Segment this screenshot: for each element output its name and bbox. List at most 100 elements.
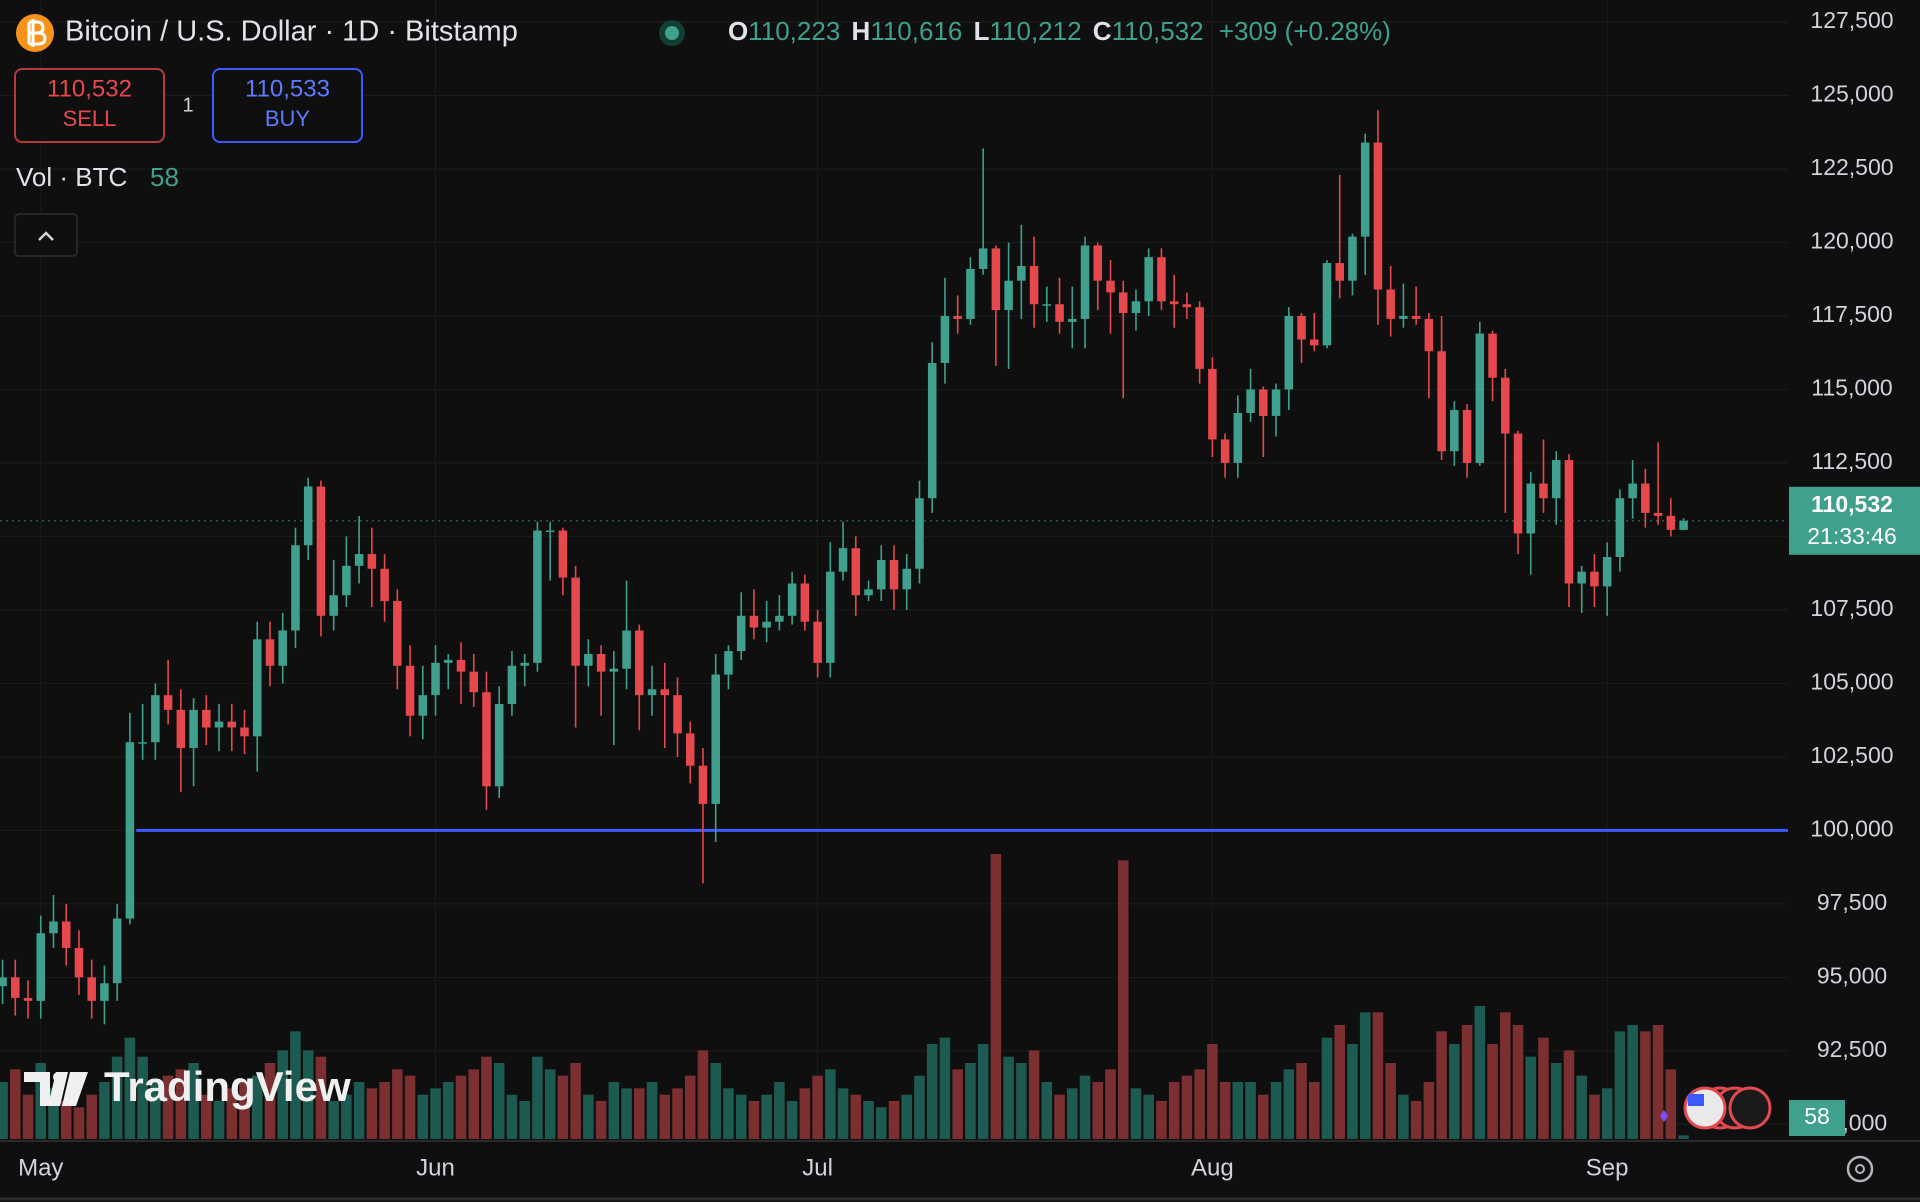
volume-bar: [1538, 1037, 1549, 1139]
candle-layer: [0, 110, 1688, 1025]
watermark-logo-dot: [53, 1072, 63, 1082]
volume-bar: [1487, 1044, 1498, 1139]
volume-bar: [1181, 1075, 1193, 1139]
volume-bar: [748, 1101, 760, 1139]
candle-body: [1501, 377, 1510, 434]
candle-body: [813, 621, 822, 663]
buy-price[interactable]: 110,533: [245, 75, 330, 102]
collapse-button[interactable]: [14, 213, 78, 257]
candle-body: [1246, 389, 1255, 413]
candle-body: [61, 921, 71, 948]
volume-bar: [1156, 1101, 1167, 1139]
y-tick-label: 100,000: [1810, 815, 1893, 841]
sell-price[interactable]: 110,532: [47, 75, 132, 102]
volume-bar: [1296, 1063, 1307, 1139]
volume-bar: [710, 1063, 721, 1139]
volume-bar: [111, 1056, 123, 1139]
volume-bar: [443, 1082, 454, 1139]
candle-body: [685, 733, 695, 766]
event-spark[interactable]: [1660, 1110, 1668, 1122]
y-tick-label: 102,500: [1810, 742, 1893, 768]
candle-body: [1462, 410, 1472, 463]
candle-body: [367, 554, 377, 569]
settings-icon-core[interactable]: [1855, 1164, 1865, 1174]
candle-body: [265, 639, 275, 666]
volume-bar: [10, 1069, 21, 1139]
candle-body: [1386, 289, 1395, 319]
volume-bar: [1334, 1025, 1345, 1139]
settings-button[interactable]: [1846, 1155, 1874, 1183]
volume-bar: [302, 1050, 314, 1139]
last-price-badge: [1789, 486, 1920, 555]
candle-body: [1004, 280, 1013, 311]
buy-button[interactable]: 110,533 BUY: [212, 68, 363, 143]
candle-body: [711, 674, 720, 804]
candle-body: [393, 601, 402, 666]
candle-body: [214, 721, 224, 728]
candle-body: [112, 918, 122, 984]
volume-bar: [519, 1101, 530, 1139]
events-icons[interactable]: [1660, 1086, 1772, 1130]
volume-bar: [595, 1101, 607, 1139]
candle-body: [1373, 142, 1383, 290]
volume-bar: [1423, 1082, 1435, 1139]
buy-button-frame[interactable]: [212, 68, 363, 143]
volume-bar: [455, 1075, 467, 1139]
axis-layer: 90,00092,50095,00097,500100,000102,50010…: [0, 7, 1920, 1201]
volume-value: 58: [150, 162, 179, 192]
watermark-text: TradingView: [104, 1063, 351, 1110]
ohlc-value: 110,616: [870, 16, 962, 46]
candle-body: [966, 268, 975, 319]
candle-body: [749, 615, 759, 628]
candle-body: [405, 665, 415, 716]
candle-body: [991, 248, 1001, 311]
volume-bar: [1500, 1012, 1511, 1139]
volume-bar: [863, 1101, 874, 1139]
market-status-dot: [665, 26, 679, 40]
volume-bar: [0, 1082, 8, 1139]
candle-body: [291, 545, 300, 631]
candle-body: [864, 589, 873, 596]
volume-bar: [22, 1094, 34, 1139]
candle-body: [571, 577, 580, 666]
order-quantity[interactable]: 1: [182, 94, 193, 116]
volume-bar: [1461, 1025, 1473, 1139]
candle-body: [418, 695, 428, 716]
candle-body: [953, 315, 962, 319]
volume-bar: [1640, 1031, 1651, 1139]
event-badge[interactable]: [1728, 1086, 1772, 1130]
candle-body: [545, 530, 555, 533]
sell-label[interactable]: SELL: [63, 106, 117, 131]
sell-button[interactable]: 110,532 SELL: [14, 68, 165, 143]
settings-icon[interactable]: [1846, 1155, 1874, 1183]
candle-body: [762, 621, 771, 628]
candle-body: [584, 654, 593, 666]
volume-bar: [506, 1094, 518, 1139]
candle-body: [36, 933, 46, 1001]
volume-bar: [366, 1088, 378, 1139]
candle-body: [1590, 571, 1599, 587]
last-price-label: 110,532: [1811, 491, 1893, 517]
candle-body: [1259, 389, 1268, 416]
buy-label[interactable]: BUY: [265, 106, 311, 131]
sell-button-frame[interactable]: [14, 68, 165, 143]
volume-bar: [659, 1094, 671, 1139]
event-flag-canton[interactable]: [1688, 1094, 1704, 1106]
volume-bar: [1130, 1088, 1142, 1139]
y-tick-label: 95,000: [1817, 962, 1887, 988]
volume-bar: [901, 1094, 913, 1139]
candle-body: [1144, 257, 1153, 302]
volume-bar: [608, 1082, 620, 1139]
candle-body: [520, 662, 529, 666]
candle-body: [978, 248, 988, 269]
collapse-icon[interactable]: [38, 231, 54, 241]
y-tick-label: 105,000: [1810, 668, 1893, 694]
volume-bar: [1003, 1056, 1014, 1139]
collapse-button-frame[interactable]: [14, 213, 78, 257]
volume-bar: [1678, 1135, 1689, 1139]
watermark-logo-slash: [62, 1072, 88, 1106]
price-change: +309 (+0.28%): [1219, 16, 1391, 46]
volume-bar: [73, 1107, 85, 1139]
volume-bar: [1105, 1069, 1116, 1139]
volume-bar: [532, 1056, 543, 1139]
